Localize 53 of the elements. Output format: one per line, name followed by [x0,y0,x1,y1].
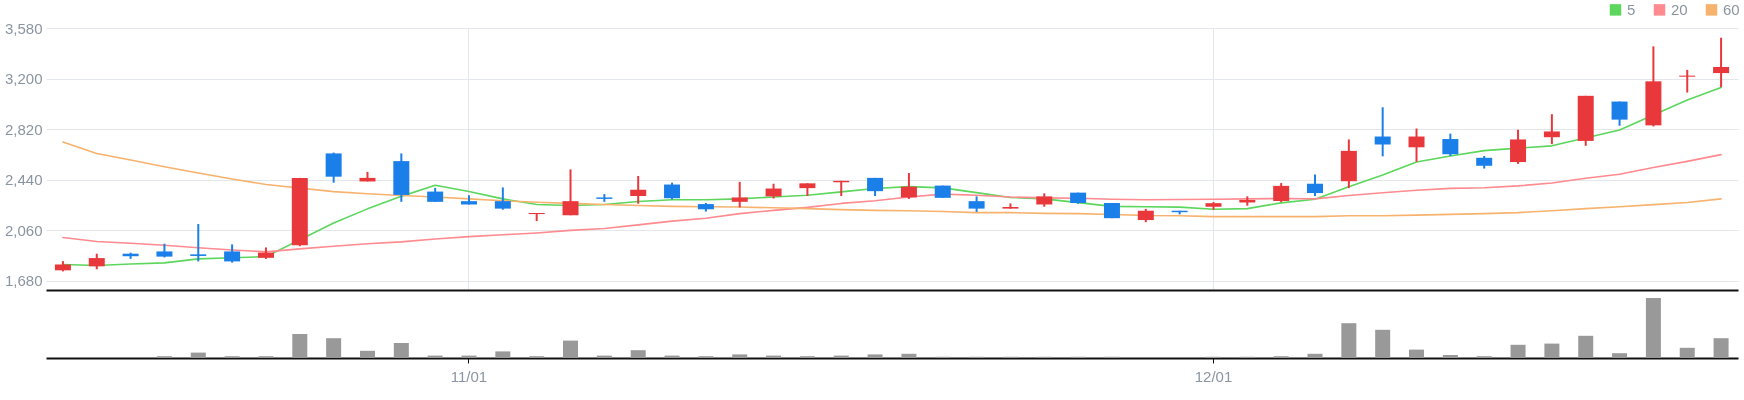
x-tick-label: 12/01 [1194,367,1233,385]
candlestick [1408,127,1425,163]
bar [1612,353,1628,358]
bar [1375,329,1391,358]
bar [1578,335,1594,358]
bar [1442,355,1458,358]
bar [1645,298,1661,358]
candlestick [1442,132,1459,157]
bar [867,354,883,358]
legend-label: 20 [1671,0,1688,18]
candlestick [494,186,511,211]
bar [495,351,511,358]
y-tick-label: 2,440 [4,171,43,189]
candlestick [1679,68,1696,94]
candlestick [630,175,647,205]
bar [732,354,748,358]
legend-label: 60 [1723,0,1740,18]
candlestick [900,171,917,200]
y-tick-label: 2,820 [4,120,43,138]
candlestick [1273,182,1290,204]
bar [326,338,342,358]
candlestick [1374,106,1391,158]
y-tick-label: 3,580 [4,19,43,37]
candlestick [1307,173,1323,197]
bar [1409,349,1425,358]
line-series [62,141,1722,218]
candlestick [325,151,342,184]
y-tick-label: 1,680 [4,272,43,290]
bar [1713,338,1729,358]
bar [1307,353,1323,358]
legend-label: 5 [1627,0,1636,18]
candlestick [1543,113,1560,146]
bar [1510,344,1526,358]
bar [630,350,646,358]
candlestick [562,168,579,217]
bar [190,352,206,358]
bar [1679,347,1695,358]
bar [1544,343,1560,358]
candlestick [1510,128,1527,165]
candlestick [1611,100,1628,127]
bar [359,350,375,358]
bar [393,343,409,358]
candlestick [731,180,748,209]
candlestick [1713,36,1730,89]
bar [901,353,917,358]
y-tick-label: 2,060 [4,221,43,239]
x-tick-label: 11/01 [450,367,488,385]
bar [292,334,308,358]
candlestick [224,243,241,264]
bar [1341,323,1357,358]
bar [563,340,579,358]
candlestick [190,223,207,263]
y-tick-label: 3,200 [4,70,43,88]
